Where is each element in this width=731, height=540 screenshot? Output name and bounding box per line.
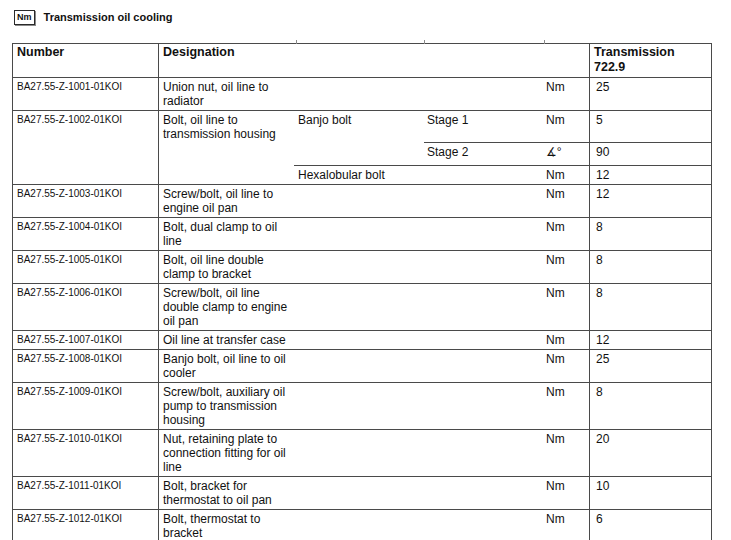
designation: Screw/bolt, oil line to engine oil pan xyxy=(159,185,294,217)
table-row: BA27.55-Z-1004-01KOI Bolt, dual clamp to… xyxy=(13,218,711,251)
torque-value: 8 xyxy=(589,251,711,283)
part-number: BA27.55-Z-1008-01KOI xyxy=(13,350,159,382)
part-number: BA27.55-Z-1005-01KOI xyxy=(13,251,159,283)
sub-item: Banjo bolt xyxy=(294,111,424,142)
torque-value: 8 xyxy=(589,218,711,250)
column-tick xyxy=(544,40,545,44)
torque-value: 10 xyxy=(589,477,711,509)
sub-item: Hexalobular bolt xyxy=(294,165,424,184)
designation: Banjo bolt, oil line to oil cooler xyxy=(159,350,294,382)
table-row: BA27.55-Z-1007-01KOI Oil line at transfe… xyxy=(13,331,711,350)
unit: Nm xyxy=(544,185,589,217)
table-row: BA27.55-Z-1011-01KOI Bolt, bracket for t… xyxy=(13,477,711,510)
unit: Nm xyxy=(544,111,589,142)
torque-unit-icon: Nm xyxy=(14,10,35,25)
torque-value: 8 xyxy=(589,284,711,330)
column-header-number: Number xyxy=(13,44,159,77)
torque-value: 90 xyxy=(589,142,711,165)
unit: Nm xyxy=(544,350,589,382)
unit: Nm xyxy=(544,430,589,476)
unit: Nm xyxy=(544,78,589,110)
unit: Nm xyxy=(544,383,589,429)
unit: Nm xyxy=(544,251,589,283)
torque-value: 25 xyxy=(589,350,711,382)
stage-label: Stage 1 xyxy=(424,111,544,142)
torque-value: 12 xyxy=(589,185,711,217)
designation: Union nut, oil line to radiator xyxy=(159,78,294,110)
stage-label xyxy=(424,165,544,184)
designation: Nut, retaining plate to connection fitti… xyxy=(159,430,294,476)
table-row: BA27.55-Z-1003-01KOI Screw/bolt, oil lin… xyxy=(13,185,711,218)
column-tick xyxy=(296,40,297,44)
table-row: BA27.55-Z-1012-01KOI Bolt, thermostat to… xyxy=(13,510,711,540)
torque-value: 5 xyxy=(589,111,711,142)
unit: Nm xyxy=(544,331,589,349)
part-number: BA27.55-Z-1006-01KOI xyxy=(13,284,159,330)
stage-label: Stage 2 xyxy=(424,142,544,165)
column-header-transmission: Transmission 722.9 xyxy=(589,44,711,77)
unit: Nm xyxy=(544,477,589,509)
table-row: BA27.55-Z-1010-01KOI Nut, retaining plat… xyxy=(13,430,711,477)
torque-value: 20 xyxy=(589,430,711,476)
torque-value: 6 xyxy=(589,510,711,540)
part-number: BA27.55-Z-1003-01KOI xyxy=(13,185,159,217)
torque-value: 25 xyxy=(589,78,711,110)
designation: Bolt, thermostat to bracket xyxy=(159,510,294,540)
part-number: BA27.55-Z-1009-01KOI xyxy=(13,383,159,429)
part-number: BA27.55-Z-1007-01KOI xyxy=(13,331,159,349)
part-number: BA27.55-Z-1002-01KOI xyxy=(13,111,159,184)
document-header: Nm Transmission oil cooling xyxy=(14,10,172,25)
part-number: BA27.55-Z-1010-01KOI xyxy=(13,430,159,476)
designation: Screw/bolt, auxiliary oil pump to transm… xyxy=(159,383,294,429)
table-row: BA27.55-Z-1006-01KOI Screw/bolt, oil lin… xyxy=(13,284,711,331)
page-title: Transmission oil cooling xyxy=(44,11,173,25)
part-number: BA27.55-Z-1011-01KOI xyxy=(13,477,159,509)
torque-value: 8 xyxy=(589,383,711,429)
unit: Nm xyxy=(544,284,589,330)
torque-spec-table: Number Designation Transmission 722.9 BA… xyxy=(12,43,712,540)
torque-value: 12 xyxy=(589,165,711,184)
document-page: Nm Transmission oil cooling Number Desig… xyxy=(0,0,731,540)
designation: Screw/bolt, oil line double clamp to eng… xyxy=(159,284,294,330)
unit: Nm xyxy=(544,510,589,540)
column-header-designation: Designation xyxy=(159,44,589,77)
designation: Bolt, dual clamp to oil line xyxy=(159,218,294,250)
unit: Nm xyxy=(544,218,589,250)
unit: Nm xyxy=(544,165,589,184)
designation: Bolt, bracket for thermostat to oil pan xyxy=(159,477,294,509)
part-number: BA27.55-Z-1012-01KOI xyxy=(13,510,159,540)
designation: Bolt, oil line double clamp to bracket xyxy=(159,251,294,283)
table-header-row: Number Designation Transmission 722.9 xyxy=(13,44,711,78)
designation: Oil line at transfer case xyxy=(159,331,294,349)
table-row: BA27.55-Z-1009-01KOI Screw/bolt, auxilia… xyxy=(13,383,711,430)
table-row: BA27.55-Z-1008-01KOI Banjo bolt, oil lin… xyxy=(13,350,711,383)
column-tick xyxy=(424,40,425,44)
unit: ∡° xyxy=(544,142,589,165)
torque-value: 12 xyxy=(589,331,711,349)
table-row: BA27.55-Z-1002-01KOI Bolt, oil line to t… xyxy=(13,111,711,185)
table-row: BA27.55-Z-1001-01KOI Union nut, oil line… xyxy=(13,78,711,111)
table-row: BA27.55-Z-1005-01KOI Bolt, oil line doub… xyxy=(13,251,711,284)
designation: Bolt, oil line to transmission housing xyxy=(159,111,294,184)
part-number: BA27.55-Z-1001-01KOI xyxy=(13,78,159,110)
part-number: BA27.55-Z-1004-01KOI xyxy=(13,218,159,250)
